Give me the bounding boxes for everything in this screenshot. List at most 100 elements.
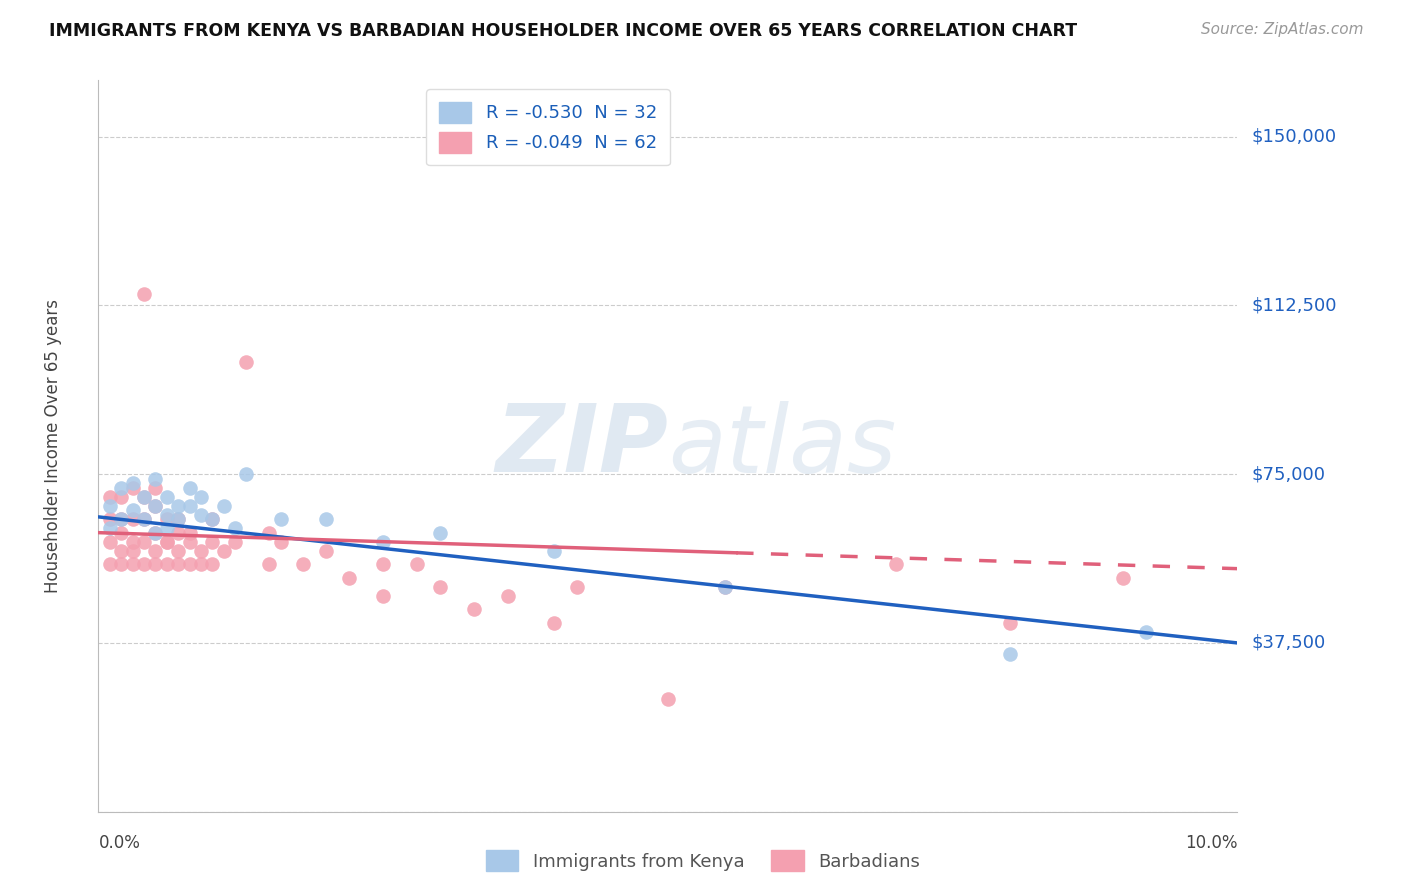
Point xyxy=(498,589,520,603)
Text: ZIP: ZIP xyxy=(495,400,668,492)
Point xyxy=(190,557,212,571)
Point xyxy=(201,512,224,526)
Point xyxy=(714,580,737,594)
Point xyxy=(132,490,155,504)
Text: 0.0%: 0.0% xyxy=(98,834,141,852)
Point xyxy=(463,602,485,616)
Point xyxy=(156,534,179,549)
Point xyxy=(565,580,588,594)
Text: $112,500: $112,500 xyxy=(1251,296,1337,314)
Point xyxy=(259,525,281,540)
Point xyxy=(121,503,143,517)
Point xyxy=(1112,571,1135,585)
Point xyxy=(132,512,155,526)
Point xyxy=(201,534,224,549)
Point xyxy=(543,615,565,630)
Point xyxy=(98,557,121,571)
Point xyxy=(714,580,737,594)
Point xyxy=(167,543,190,558)
Point xyxy=(110,512,132,526)
Point xyxy=(156,512,179,526)
Text: Source: ZipAtlas.com: Source: ZipAtlas.com xyxy=(1201,22,1364,37)
Point xyxy=(167,557,190,571)
Point xyxy=(235,354,257,368)
Point xyxy=(110,512,132,526)
Point xyxy=(179,525,201,540)
Point xyxy=(145,472,167,486)
Point xyxy=(429,580,451,594)
Text: Householder Income Over 65 years: Householder Income Over 65 years xyxy=(44,299,62,593)
Text: atlas: atlas xyxy=(668,401,896,491)
Point xyxy=(543,543,565,558)
Point xyxy=(373,589,395,603)
Point xyxy=(212,543,235,558)
Point xyxy=(179,481,201,495)
Point xyxy=(292,557,315,571)
Point xyxy=(132,490,155,504)
Point xyxy=(156,490,179,504)
Point xyxy=(259,557,281,571)
Point xyxy=(145,543,167,558)
Point xyxy=(373,534,395,549)
Point xyxy=(98,512,121,526)
Text: IMMIGRANTS FROM KENYA VS BARBADIAN HOUSEHOLDER INCOME OVER 65 YEARS CORRELATION : IMMIGRANTS FROM KENYA VS BARBADIAN HOUSE… xyxy=(49,22,1077,40)
Point xyxy=(190,508,212,522)
Point xyxy=(132,512,155,526)
Point xyxy=(132,557,155,571)
Point xyxy=(98,490,121,504)
Point xyxy=(190,543,212,558)
Point xyxy=(270,512,292,526)
Point xyxy=(145,557,167,571)
Point xyxy=(110,557,132,571)
Point xyxy=(121,476,143,491)
Point xyxy=(212,499,235,513)
Point xyxy=(884,557,907,571)
Point xyxy=(156,557,179,571)
Point xyxy=(429,525,451,540)
Point xyxy=(145,499,167,513)
Point xyxy=(98,499,121,513)
Point xyxy=(235,467,257,482)
Point xyxy=(167,525,190,540)
Point xyxy=(110,525,132,540)
Point xyxy=(121,534,143,549)
Point xyxy=(315,543,337,558)
Point xyxy=(179,499,201,513)
Point xyxy=(337,571,360,585)
Point xyxy=(132,287,155,301)
Text: $37,500: $37,500 xyxy=(1251,634,1326,652)
Point xyxy=(110,543,132,558)
Point xyxy=(315,512,337,526)
Point xyxy=(167,512,190,526)
Point xyxy=(201,557,224,571)
Point xyxy=(224,534,246,549)
Point xyxy=(121,543,143,558)
Point xyxy=(156,534,179,549)
Point xyxy=(145,481,167,495)
Point xyxy=(179,534,201,549)
Point xyxy=(132,534,155,549)
Point xyxy=(156,521,179,535)
Point xyxy=(98,534,121,549)
Point xyxy=(145,525,167,540)
Point xyxy=(179,557,201,571)
Point xyxy=(121,557,143,571)
Point xyxy=(270,534,292,549)
Point xyxy=(121,481,143,495)
Point xyxy=(121,512,143,526)
Point xyxy=(201,512,224,526)
Legend: R = -0.530  N = 32, R = -0.049  N = 62: R = -0.530 N = 32, R = -0.049 N = 62 xyxy=(426,89,669,165)
Text: $75,000: $75,000 xyxy=(1251,465,1326,483)
Point xyxy=(998,615,1021,630)
Point xyxy=(110,490,132,504)
Point xyxy=(1135,624,1157,639)
Point xyxy=(145,499,167,513)
Point xyxy=(373,557,395,571)
Point xyxy=(657,692,679,706)
Point xyxy=(224,521,246,535)
Text: 10.0%: 10.0% xyxy=(1185,834,1237,852)
Point xyxy=(98,521,121,535)
Point xyxy=(167,512,190,526)
Text: $150,000: $150,000 xyxy=(1251,128,1336,145)
Point xyxy=(998,647,1021,661)
